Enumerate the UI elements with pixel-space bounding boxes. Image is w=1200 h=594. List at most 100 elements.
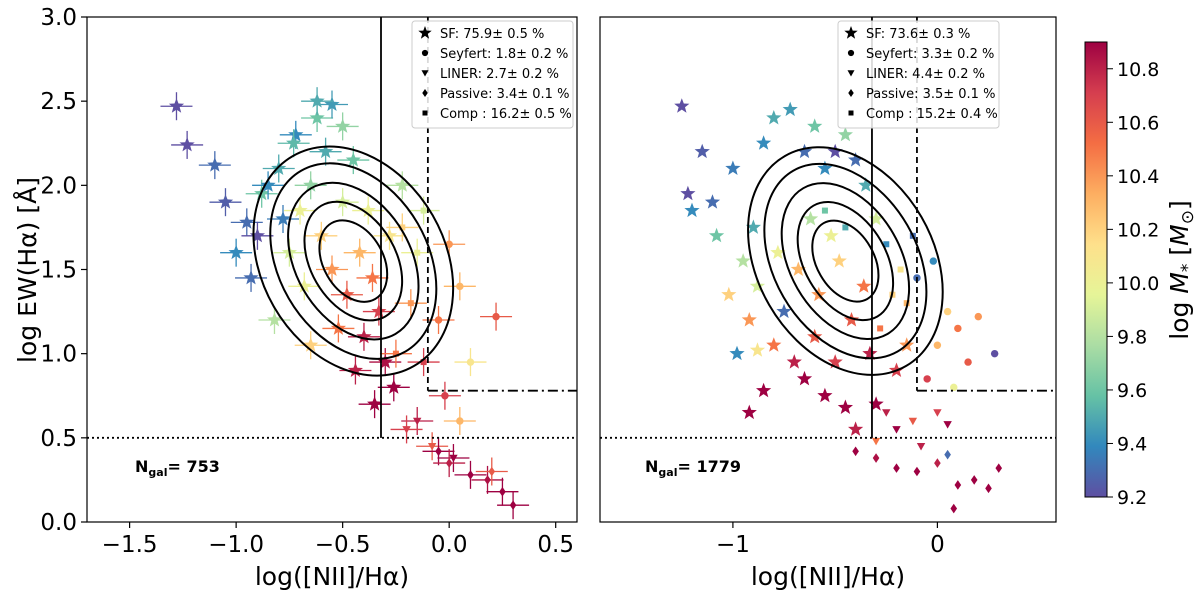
data-point-diamond	[435, 446, 442, 457]
data-point-tri	[871, 437, 881, 446]
right-ngal-label: N	[645, 457, 658, 476]
colorbar-tick-label: 10.4	[1117, 166, 1159, 188]
data-point-diamond	[484, 475, 491, 485]
colorbar-tick-label: 9.4	[1117, 433, 1147, 455]
data-point-tri	[892, 426, 901, 434]
data-point-star	[266, 312, 283, 327]
data-point-star	[827, 143, 843, 159]
left-y-tick-label: 2.0	[40, 173, 77, 199]
data-point-tri	[943, 421, 952, 429]
density-contour	[811, 219, 880, 303]
data-point-star	[856, 278, 872, 293]
left-legend: SF: 75.9± 0.5 % Seyfert: 1.8± 0.2 % LINER:…	[411, 20, 574, 129]
density-contour	[796, 201, 895, 322]
data-point-diamond	[970, 475, 978, 485]
data-point-star	[228, 244, 244, 260]
colorbar-gradient	[1084, 41, 1108, 498]
right-x-tick-label: −1	[716, 532, 750, 558]
left-ngal-sub: gal	[148, 466, 167, 479]
colorbar-label: log M* [M⊙]	[1165, 200, 1198, 339]
data-point-star	[796, 370, 813, 386]
data-point-diamond	[950, 503, 958, 514]
data-point-square	[407, 300, 414, 307]
legend-entry: Comp : 16.2± 0.5 %	[440, 107, 572, 122]
right-x-axis-label: log([NII]/Hα)	[751, 562, 905, 591]
left-ngal-value: = 753	[167, 457, 219, 476]
data-point-star	[749, 342, 766, 357]
data-point-star	[786, 354, 802, 369]
data-point-diamond	[893, 463, 900, 473]
data-point-diamond	[944, 449, 951, 460]
data-point-star	[756, 382, 772, 398]
data-point-star	[823, 227, 839, 243]
data-point-star	[356, 328, 372, 344]
density-contour	[318, 219, 389, 303]
data-point-tri	[427, 442, 437, 451]
data-point-tri	[413, 417, 422, 426]
right-legend: SF: 73.6± 0.3 % Seyfert: 3.3± 0.2 % LINER:…	[837, 20, 1000, 129]
left-x-tick-label: −1.5	[102, 532, 158, 558]
colorbar-tick-label: 10.0	[1117, 273, 1159, 295]
data-point-tri	[916, 442, 926, 451]
legend-entry: SF: 75.9± 0.5 %	[440, 27, 544, 42]
data-point-star	[868, 211, 884, 226]
left-y-tick-label: 1.5	[40, 258, 77, 284]
left-y-tick-label: 2.5	[40, 89, 77, 115]
data-point-star	[831, 253, 847, 268]
data-point-star	[367, 396, 383, 411]
data-point-circle	[943, 307, 952, 316]
data-point-star	[704, 194, 721, 209]
data-point-star	[766, 110, 782, 125]
legend-marker-triangle-down	[847, 70, 855, 77]
data-point-star	[217, 194, 234, 209]
legend-box	[837, 20, 1000, 129]
density-contour	[303, 200, 404, 322]
colorbar-tick-label: 9.8	[1117, 326, 1147, 348]
legend-marker-star	[844, 26, 858, 39]
data-point-star	[360, 202, 376, 218]
data-point-star	[694, 143, 710, 159]
data-point-square	[392, 350, 399, 357]
data-point-star	[848, 152, 864, 167]
right-ngal-value: = 1779	[677, 457, 741, 476]
data-point-star	[292, 202, 308, 218]
data-point-star	[782, 101, 798, 117]
data-point-star	[776, 303, 792, 319]
data-point-star	[745, 219, 761, 234]
data-point-star	[796, 143, 813, 159]
legend-box	[411, 20, 574, 129]
data-point-circle	[441, 392, 449, 400]
data-point-diamond	[499, 486, 506, 497]
data-point-star	[303, 337, 319, 352]
density-contour	[269, 162, 438, 360]
data-point-star	[790, 261, 806, 276]
data-point-diamond	[509, 500, 517, 510]
left-x-tick-label: 0.5	[537, 532, 574, 558]
right-ngal-annotation: Ngal= 1779	[645, 457, 741, 479]
data-point-star	[858, 177, 874, 192]
data-point-diamond	[488, 466, 496, 477]
data-point-star	[339, 286, 355, 302]
data-point-diamond	[995, 463, 1003, 473]
left-x-tick-label: −0.5	[315, 532, 371, 558]
data-point-star	[868, 396, 884, 411]
data-point-circle	[434, 316, 443, 324]
left-ngal-annotation: Ngal= 753	[135, 457, 220, 479]
colorbar-tick-label: 9.6	[1117, 380, 1147, 402]
colorbar-label-main: M	[1165, 272, 1194, 294]
data-point-star	[324, 261, 340, 276]
data-point-star	[729, 345, 745, 361]
left-x-tick-label: −1.0	[208, 532, 264, 558]
colorbar-tick-label: 10.2	[1117, 219, 1159, 241]
data-point-star	[168, 98, 185, 113]
data-point-star	[286, 135, 302, 150]
right-ngal-sub: gal	[658, 466, 677, 479]
data-point-square	[420, 207, 427, 214]
data-point-circle	[456, 417, 464, 425]
density-contour	[252, 145, 455, 377]
data-point-star	[741, 312, 757, 327]
data-point-tri	[882, 409, 891, 417]
left-y-tick-label: 3.0	[40, 5, 77, 31]
legend-marker-circle	[847, 49, 855, 57]
